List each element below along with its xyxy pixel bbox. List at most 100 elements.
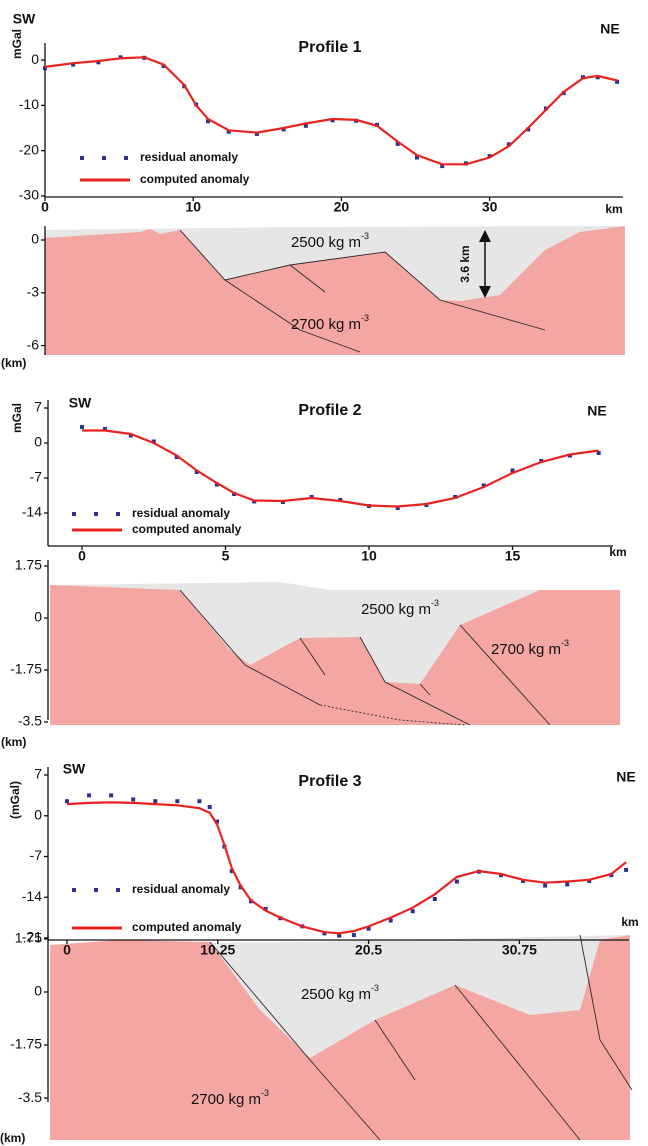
computed-line [82, 429, 599, 508]
x-tick-label: 20.5 [355, 942, 382, 958]
fault [454, 984, 581, 1141]
y-tick-label: -10 [19, 96, 39, 112]
density-exponent: -3 [561, 638, 569, 648]
fault [359, 636, 471, 726]
residual-point [615, 79, 620, 84]
fault [299, 637, 326, 676]
legend-label: residual anomaly [132, 506, 230, 520]
cross-section-3 [50, 934, 633, 1141]
residual-point [414, 155, 419, 160]
residual-point [595, 75, 600, 80]
depth-tick-label: 0 [31, 231, 39, 247]
basement [45, 226, 625, 355]
cross-section-1 [45, 226, 625, 355]
x-tick-label: 30.75 [502, 942, 537, 958]
fault [209, 941, 381, 1141]
residual-point [330, 118, 335, 123]
density-exponent: -3 [361, 231, 369, 241]
density-exponent: -3 [361, 313, 369, 323]
x-tick-label: 10 [185, 199, 201, 215]
y-tick-label: 7 [34, 399, 42, 415]
density-text: 2700 kg m [191, 1091, 261, 1108]
residual-point [388, 918, 393, 923]
computed-line [44, 56, 618, 166]
legend-label: residual anomaly [140, 150, 238, 164]
residual-point [587, 878, 592, 883]
depth-tick-label: 0 [34, 609, 42, 625]
density-text: 2500 kg m [291, 234, 361, 251]
legend-swatch [94, 512, 98, 516]
residual-point [43, 66, 47, 71]
y-tick-label: -14 [22, 888, 42, 904]
legend-swatch [102, 156, 106, 160]
direction-label: SW [69, 395, 92, 411]
legend-label: computed anomaly [140, 172, 250, 186]
residual-point [366, 926, 371, 931]
fault [289, 264, 326, 293]
depth-tick-label: 0 [34, 983, 42, 999]
residual-point [229, 869, 234, 874]
residual-point [565, 882, 570, 887]
legend-swatch [116, 512, 120, 516]
density-text: 2700 kg m [491, 641, 561, 658]
residual-point [207, 805, 212, 810]
residual-point [80, 425, 84, 429]
legend-swatch [116, 888, 120, 892]
residual-point [481, 483, 486, 488]
legend-label: residual anomaly [132, 882, 230, 896]
x-tick-label: 15 [505, 548, 521, 564]
fault [224, 251, 386, 281]
residual-point [543, 883, 548, 888]
residual-point [226, 129, 231, 134]
residual-point [96, 60, 101, 65]
density-label: 2500 kg m-3 [301, 983, 379, 1003]
residual-point [153, 799, 158, 804]
residual-point [351, 933, 356, 938]
y-axis-title: mGal [10, 403, 24, 433]
residual-point [303, 123, 308, 128]
density-exponent: -3 [431, 598, 439, 608]
depth-tick-label: -3.5 [18, 713, 42, 729]
y-tick-label: 7 [34, 766, 42, 782]
thickness-annotation: 3.6 km [458, 245, 472, 282]
x-tick-label: 0 [41, 199, 49, 215]
fault [579, 934, 633, 1091]
y-axis-title: mGal [10, 29, 24, 59]
x-tick-label: 10.25 [200, 942, 235, 958]
residual-point [506, 142, 511, 147]
legend-swatch [72, 512, 76, 516]
residual-point [596, 451, 601, 455]
x-tick-label: 0 [78, 548, 86, 564]
residual-point [510, 468, 515, 473]
residual-point [410, 909, 415, 914]
depth-tick-label: -3.5 [18, 1089, 42, 1105]
residual-point [175, 799, 180, 804]
y-tick-label: 0 [31, 51, 39, 67]
basement [50, 935, 630, 1140]
x-tick-label: 5 [222, 548, 230, 564]
residual-point [151, 439, 156, 444]
depth-tick-label: 1.75 [15, 930, 42, 946]
legend-label: computed anomaly [132, 920, 242, 934]
residual-point [624, 867, 629, 872]
fault [419, 683, 431, 696]
residual-point [281, 127, 286, 132]
fault [179, 229, 361, 353]
density-label: 2500 kg m-3 [291, 231, 369, 251]
residual-point [440, 164, 445, 169]
chart-title: Profile 1 [298, 39, 361, 56]
residual-point [395, 506, 400, 510]
depth-unit: (km) [0, 1131, 25, 1145]
legend-swatch [72, 888, 76, 892]
residual-point [432, 896, 437, 901]
depth-tick-label: -1.75 [10, 661, 42, 677]
legend-swatch [80, 156, 84, 160]
residual-point [194, 470, 199, 474]
y-tick-label: -30 [19, 187, 39, 203]
fault [179, 589, 321, 706]
density-exponent: -3 [261, 1088, 269, 1098]
cross-section-2 [50, 582, 620, 726]
direction-label: NE [587, 403, 606, 419]
residual-point [174, 455, 179, 459]
